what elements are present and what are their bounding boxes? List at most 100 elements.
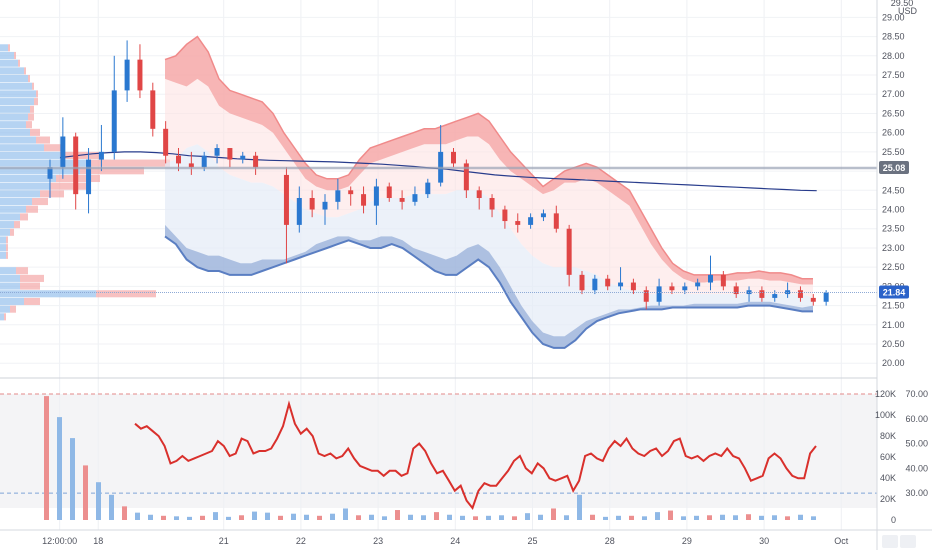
profile-sell-bar [20,282,40,290]
candle-body[interactable] [463,163,469,191]
candle-body[interactable] [669,286,675,291]
candle-body[interactable] [618,282,624,287]
candle-body[interactable] [489,197,495,210]
price-level-lines [0,166,877,294]
profile-sell-bar [90,159,170,167]
candle-body[interactable] [348,190,354,195]
candle-body[interactable] [47,167,53,179]
candle-body[interactable] [823,292,829,302]
candle-body[interactable] [296,197,302,225]
profile-sell-bar [18,59,20,67]
candle-body[interactable] [309,197,315,210]
volume-bar [551,508,556,520]
volume-bar [44,396,49,520]
candle-body[interactable] [682,286,688,291]
candle-body[interactable] [528,217,534,225]
volume-bar [785,516,790,520]
candle-body[interactable] [746,290,752,295]
candle-body[interactable] [322,201,328,210]
candle-body[interactable] [451,151,456,164]
candle-body[interactable] [98,151,104,160]
volume-bar [629,515,634,520]
candle-body[interactable] [579,274,585,291]
candle-body[interactable] [785,290,791,295]
profile-buy-bar [0,282,20,290]
candle-body[interactable] [86,159,92,195]
candle-body[interactable] [592,278,598,291]
chart-controls[interactable] [882,535,916,548]
candle-body[interactable] [515,221,521,225]
candle-body[interactable] [566,228,572,275]
volume-bar [707,515,712,520]
profile-sell-bar [26,205,38,213]
volume-bar [759,515,764,520]
candle-body[interactable] [643,290,649,302]
candle-body[interactable] [656,286,662,302]
candle-body[interactable] [150,90,156,129]
candle-body[interactable] [386,186,392,198]
profile-sell-bar [26,121,32,129]
candlesticks[interactable] [47,40,829,310]
volume-bar [499,515,504,520]
candle-body[interactable] [476,190,482,198]
profile-sell-bar [4,313,6,321]
profile-sell-bar [24,67,26,75]
candle-body[interactable] [111,90,117,152]
candle-body[interactable] [227,148,233,160]
candle-body[interactable] [810,297,816,302]
candle-body[interactable] [772,294,778,298]
candle-body[interactable] [188,163,194,168]
price-tick-label: 20.50 [882,339,905,349]
candle-body[interactable] [540,213,546,218]
price-tick-label: 21.00 [882,320,905,330]
candle-body[interactable] [399,197,405,202]
candle-body[interactable] [605,278,611,287]
candle-body[interactable] [60,136,66,168]
candle-body[interactable] [335,190,341,202]
volume-bar [174,516,179,520]
candle-body[interactable] [240,155,246,160]
candle-body[interactable] [720,274,726,287]
candle-body[interactable] [708,274,713,283]
log-scale-button[interactable] [900,535,916,548]
candle-body[interactable] [361,194,367,206]
candle-body[interactable] [201,155,207,168]
candle-body[interactable] [163,128,169,156]
candle-body[interactable] [373,186,379,206]
candle-body[interactable] [502,209,508,222]
candle-body[interactable] [214,148,220,156]
volume-bar [135,512,140,520]
price-tick-label: 20.00 [882,358,905,368]
candle-body[interactable] [253,155,259,168]
candle-body[interactable] [124,59,130,91]
auto-scale-button[interactable] [882,535,898,548]
volume-bar [330,513,335,520]
volume-tick-label: 20K [880,494,896,504]
candle-body[interactable] [425,182,431,195]
profile-sell-bar [32,82,34,90]
volume-bar [395,510,400,520]
candle-body[interactable] [176,155,181,164]
candle-body[interactable] [797,290,803,298]
candle-body[interactable] [73,136,79,195]
profile-buy-bar [0,267,16,275]
candle-body[interactable] [553,213,559,229]
candle-body[interactable] [137,59,143,91]
candle-body[interactable] [630,282,636,291]
volume-bar [525,513,530,520]
volume-bar [369,514,374,520]
rsi-tick-label: 60.00 [905,414,928,424]
candle-body[interactable] [759,290,765,298]
volume-bar [57,417,62,520]
price-tick-label: 26.00 [882,128,905,138]
volume-bar [798,514,803,520]
band-lower-line [164,235,813,349]
profile-buy-bar [0,51,14,60]
candle-body[interactable] [412,194,418,202]
time-tick-label: 28 [605,536,615,546]
candle-body[interactable] [733,286,739,295]
candle-body[interactable] [283,174,289,225]
candle-body[interactable] [695,282,701,287]
